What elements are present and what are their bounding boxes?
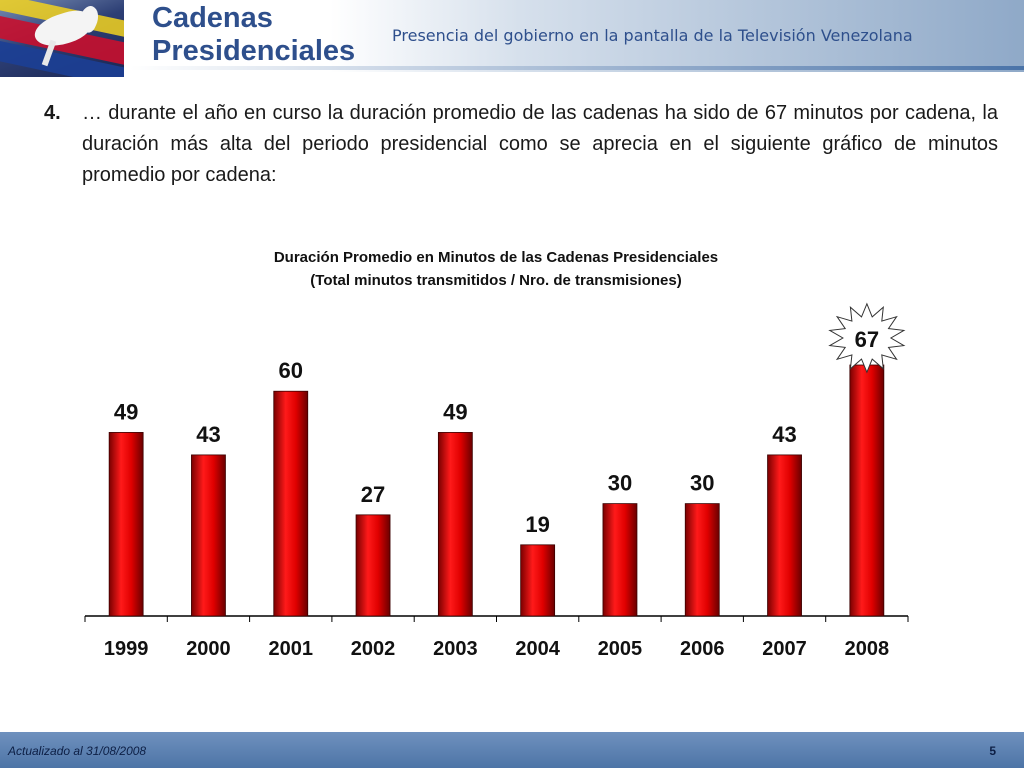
chart-subtitle: (Total minutos transmitidos / Nro. de tr… <box>310 272 682 289</box>
bar-2001 <box>273 390 309 617</box>
x-tick-label-2007: 2007 <box>762 638 807 660</box>
data-label-2008: 67 <box>855 327 879 352</box>
bar-2000 <box>191 454 226 617</box>
x-tick-label-2003: 2003 <box>433 638 478 660</box>
x-tick-label-2006: 2006 <box>680 638 725 660</box>
bar-2007 <box>767 454 802 617</box>
data-label-2003: 49 <box>443 399 467 424</box>
bar-2006 <box>684 503 720 617</box>
chart-title-block: Duración Promedio en Minutos de las Cade… <box>0 246 992 292</box>
highlight-starburst <box>828 302 906 374</box>
footer-date: Actualizado al 31/08/2008 <box>8 744 147 758</box>
page-title: Cadenas Presidenciales <box>152 2 355 68</box>
x-tick-label-2000: 2000 <box>186 638 231 660</box>
x-tick-label-2004: 2004 <box>515 638 560 660</box>
header-band <box>0 0 1024 72</box>
data-label-1999: 49 <box>114 399 138 424</box>
bar-2008 <box>849 364 885 617</box>
page-title-line1: Cadenas <box>152 2 273 34</box>
item-number: 4. <box>44 102 61 124</box>
x-tick-label-2002: 2002 <box>351 638 396 660</box>
bar-2005 <box>602 503 638 617</box>
data-label-2006: 30 <box>690 471 714 496</box>
data-label-2001: 60 <box>279 358 303 383</box>
bar-2002 <box>355 514 391 617</box>
page-title-line2: Presidenciales <box>152 35 356 67</box>
x-tick-label-2008: 2008 <box>845 638 890 660</box>
data-label-2005: 30 <box>608 471 632 496</box>
footer-band: Actualizado al 31/08/2008 5 <box>0 732 1024 768</box>
data-label-2007: 43 <box>772 422 796 447</box>
bar-1999 <box>108 432 144 617</box>
x-tick-label-1999: 1999 <box>104 638 149 660</box>
data-label-2000: 43 <box>196 422 220 447</box>
page-number: 5 <box>989 744 996 758</box>
data-label-2004: 19 <box>525 512 549 537</box>
flag-horse-logo <box>0 0 124 77</box>
x-tick-label-2001: 2001 <box>269 638 314 660</box>
data-label-2002: 27 <box>361 482 385 507</box>
bar-chart: 49 1999 43 2000 60 2001 27 2002 49 2003 19 2004 30 20… <box>84 302 909 660</box>
bar-2003 <box>437 432 473 617</box>
body-text: … durante el año en curso la duración pr… <box>82 102 998 186</box>
page-subtitle: Presencia del gobierno en la pantalla de… <box>392 26 913 45</box>
x-tick-label-2005: 2005 <box>598 638 643 660</box>
chart-title: Duración Promedio en Minutos de las Cade… <box>273 249 719 266</box>
header-divider <box>130 66 1024 70</box>
body-paragraph: 4. … durante el año en curso la duración… <box>44 98 998 191</box>
bar-2004 <box>520 544 556 617</box>
